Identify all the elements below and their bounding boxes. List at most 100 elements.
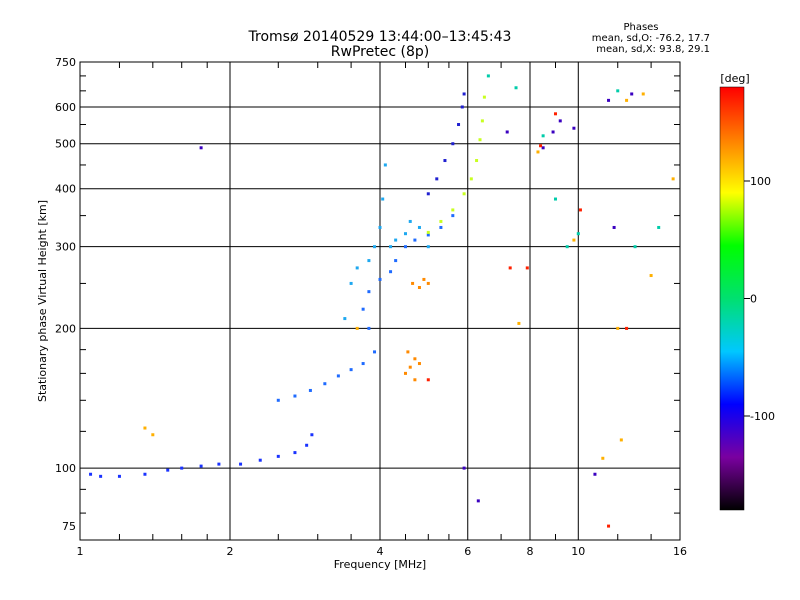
y-tick-label: 500 [55,138,76,151]
data-point [411,281,415,285]
data-point [565,245,569,249]
data-point [541,134,545,138]
data-point [308,388,312,392]
data-point [462,192,466,196]
data-point [630,92,634,96]
data-point [572,238,576,242]
data-point [558,119,562,123]
x-axis-label: Frequency [MHz] [334,558,426,571]
data-point [199,146,203,150]
data-point [293,394,297,398]
data-point [394,259,398,263]
data-point [625,326,629,330]
data-point [367,290,371,294]
data-point [426,281,430,285]
data-point [525,266,529,270]
data-point [349,281,353,285]
data-point [343,317,347,321]
phase-x-stats: mean, sd,X: 93.8, 29.1 [596,44,710,55]
data-point [426,233,430,237]
x-tick-label: 16 [673,545,687,558]
phases-heading: Phases [623,22,658,33]
data-point [426,378,430,382]
data-point [612,225,616,229]
colorbar-tick-label: -100 [750,410,775,423]
y-tick-label: 200 [55,322,76,335]
data-point [593,472,597,476]
data-point [199,464,203,468]
data-point [417,225,421,229]
data-point [551,130,555,134]
y-tick-label: 100 [55,462,76,475]
data-point [408,219,412,223]
chart-title: Tromsø 20140529 13:44:00–13:45:43 [248,29,512,45]
data-point [439,219,443,223]
x-tick-label: 8 [527,545,534,558]
x-tick-label: 6 [464,545,471,558]
data-point [601,456,605,460]
data-point [258,458,262,462]
data-point [451,208,455,212]
data-point [460,105,464,109]
data-point [99,474,103,478]
data-point [180,466,184,470]
data-point [349,368,353,372]
data-point [367,326,371,330]
data-point [619,438,623,442]
data-point [625,98,629,102]
data-point [536,150,540,154]
x-axis-ticks: 1 2 4 6 8 10 16 [77,62,687,558]
data-point [305,443,309,447]
data-point [310,433,314,437]
x-tick-label: 2 [227,545,234,558]
data-point [480,119,484,123]
data-point [383,163,387,167]
data-point [361,362,365,366]
data-point [476,499,480,503]
data-point [117,474,121,478]
data-point [517,321,521,325]
x-tick-label: 10 [571,545,585,558]
data-point [616,326,620,330]
data-point [443,159,447,163]
data-point [657,225,661,229]
data-point [607,98,611,102]
data-point [143,472,147,476]
colorbar-tick-label: 0 [750,293,757,306]
y-axis-ticks: 75 100 200 300 400 500 600 750 [55,56,680,533]
phase-o-stats: mean, sd,O: -76.2, 17.7 [592,33,710,44]
data-point [378,225,382,229]
data-point [576,232,580,236]
data-point [381,197,385,201]
data-point [422,277,426,281]
data-point [367,259,371,263]
data-point [355,266,359,270]
data-point [435,177,439,181]
data-point [143,426,147,430]
data-point [607,524,611,528]
x-tick-label: 4 [377,545,384,558]
data-point [373,245,377,249]
data-point [217,462,221,466]
data-point [89,472,93,476]
data-point [553,112,557,116]
colorbar [719,86,745,511]
data-point [413,238,417,242]
data-point [469,177,473,181]
data-point [478,138,482,142]
data-point [553,197,557,201]
y-tick-label: 75 [62,520,76,533]
data-point [413,378,417,382]
data-point [616,89,620,93]
chart-subtitle: RwPretec (8p) [331,44,429,60]
data-point [578,208,582,212]
data-point [451,142,455,146]
data-point [572,126,576,130]
data-point [541,146,545,150]
data-point [426,245,430,249]
data-point [336,374,340,378]
data-point [239,462,243,466]
data-point [505,130,509,134]
data-point [508,266,512,270]
